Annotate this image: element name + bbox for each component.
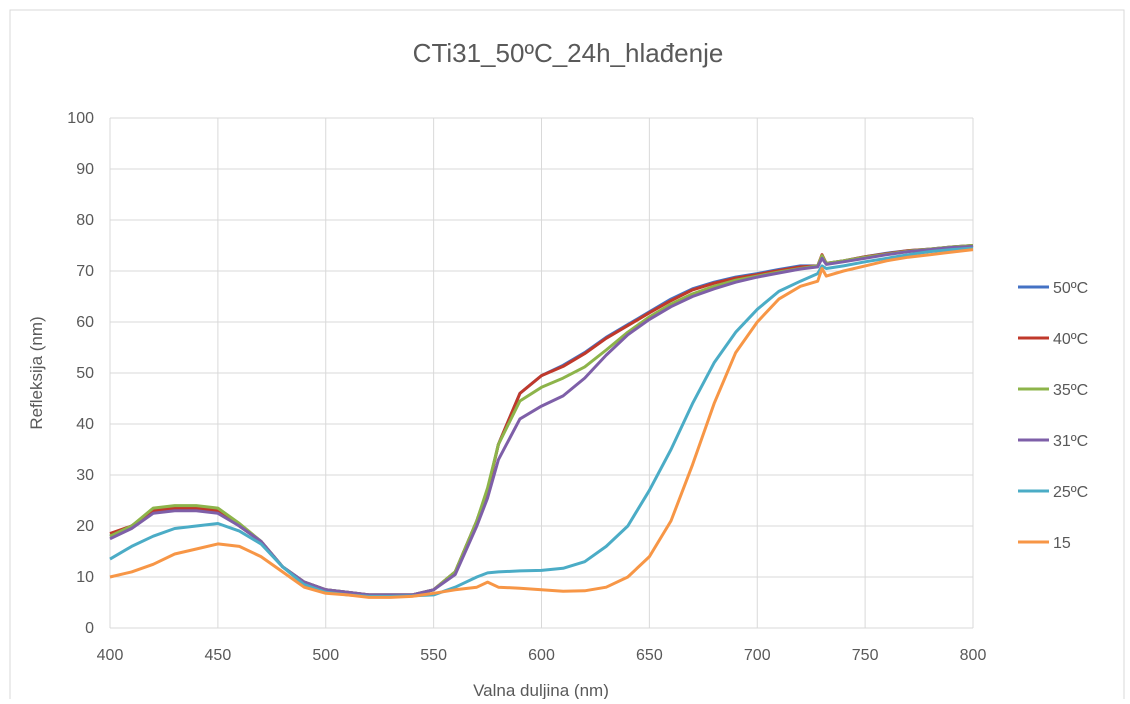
y-tick-label: 50 xyxy=(76,365,94,382)
y-tick-label: 0 xyxy=(85,620,94,637)
y-tick-label: 10 xyxy=(76,569,94,586)
gridlines xyxy=(109,117,974,629)
x-axis-ticks: 400 450 500 550 600 650 700 750 800 xyxy=(97,647,987,664)
x-tick-label: 450 xyxy=(205,647,232,664)
x-tick-label: 550 xyxy=(420,647,447,664)
x-axis-title: Valna duljina (nm) xyxy=(473,681,609,699)
legend-label: 35ºC xyxy=(1053,382,1088,399)
x-tick-label: 500 xyxy=(312,647,339,664)
y-tick-label: 20 xyxy=(76,518,94,535)
legend-label: 31ºC xyxy=(1053,433,1088,450)
legend-label: 50ºC xyxy=(1053,280,1088,297)
x-tick-label: 750 xyxy=(852,647,879,664)
y-tick-label: 80 xyxy=(76,212,94,229)
y-tick-label: 70 xyxy=(76,263,94,280)
chart-border xyxy=(9,9,1125,704)
x-tick-label: 600 xyxy=(528,647,555,664)
y-tick-label: 40 xyxy=(76,416,94,433)
chart-title: CTi31_50ºC_24h_hlađenje xyxy=(413,38,724,68)
legend-label: 40ºC xyxy=(1053,331,1088,348)
x-tick-label: 700 xyxy=(744,647,771,664)
legend-label: 25ºC xyxy=(1053,484,1088,501)
y-axis-title: Refleksija (nm) xyxy=(27,316,46,429)
series-line-4 xyxy=(109,246,974,598)
series-line-5 xyxy=(109,248,974,599)
legend: 50ºC 40ºC 35ºC 31ºC 25ºC 15 xyxy=(1018,280,1088,552)
x-tick-label: 400 xyxy=(97,647,124,664)
y-axis-ticks: 0 10 20 30 40 50 60 70 80 90 100 xyxy=(67,110,94,637)
y-tick-label: 30 xyxy=(76,467,94,484)
series-lines xyxy=(109,244,974,599)
x-tick-label: 800 xyxy=(960,647,987,664)
x-tick-label: 650 xyxy=(636,647,663,664)
legend-label: 15 xyxy=(1053,535,1071,552)
y-tick-label: 60 xyxy=(76,314,94,331)
y-tick-label: 100 xyxy=(67,110,94,127)
y-tick-label: 90 xyxy=(76,161,94,178)
